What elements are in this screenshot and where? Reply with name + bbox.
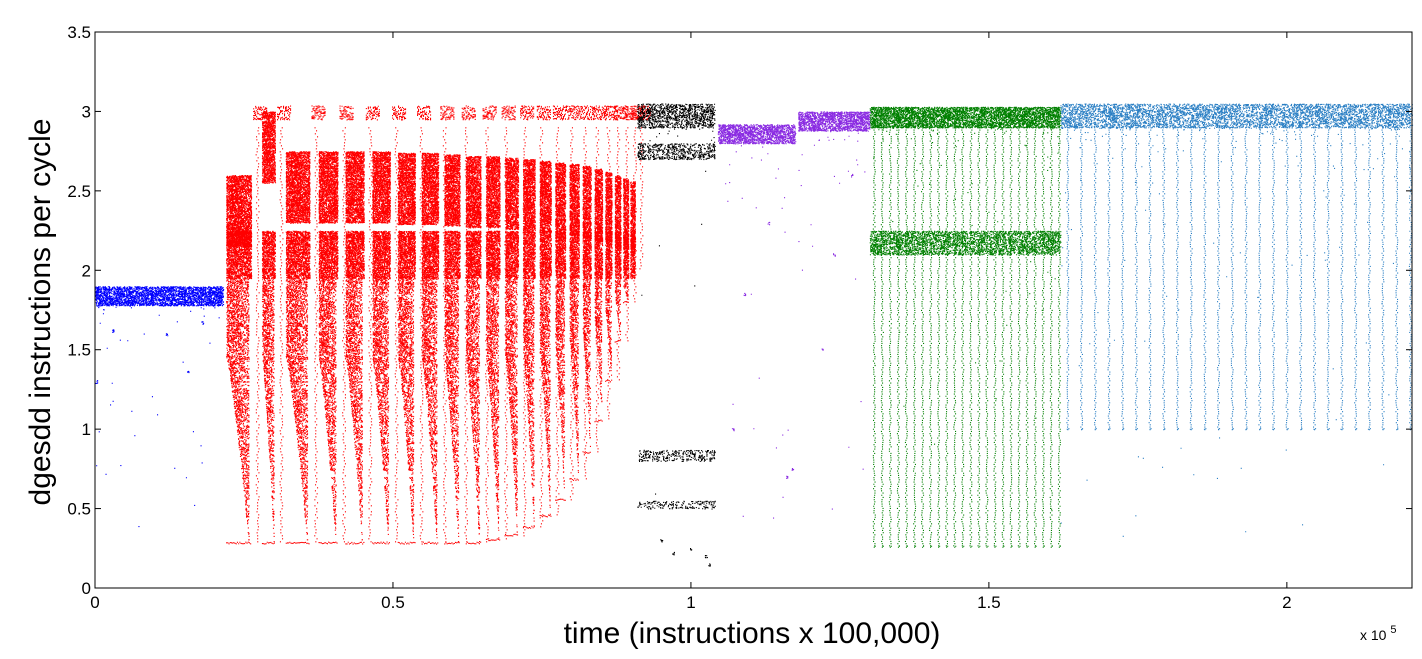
y-tick-label: 1.5 <box>67 341 91 360</box>
x-axis-label: time (instructions x 100,000) <box>564 617 941 650</box>
x-tick-label: 1 <box>686 593 695 612</box>
x-tick-label: 0 <box>90 593 99 612</box>
x-axis-multiplier-base: x 10 <box>1360 627 1387 643</box>
plot-area <box>95 103 1414 567</box>
y-axis-label: dgesdd instructions per cycle <box>24 119 57 506</box>
y-tick-label: 0 <box>82 579 91 598</box>
y-tick-labels: 0 0.5 1 1.5 2 2.5 3 3.5 <box>67 23 91 598</box>
axes <box>94 31 1413 589</box>
x-tick-label: 0.5 <box>381 593 405 612</box>
y-tick-label: 2 <box>82 261 91 280</box>
x-axis-multiplier-exponent: 5 <box>1390 624 1396 636</box>
y-tick-label: 1 <box>82 420 91 439</box>
data-series-2-points <box>226 105 651 545</box>
y-tick-label: 3.5 <box>67 23 91 42</box>
y-tick-label: 2.5 <box>67 182 91 201</box>
x-tick-label: 1.5 <box>977 593 1001 612</box>
axes-box <box>94 31 1413 589</box>
y-tick-label: 3 <box>82 102 91 121</box>
y-tick-label: 0.5 <box>67 500 91 519</box>
x-tick-label: 2 <box>1282 593 1291 612</box>
x-axis-multiplier: x 10 5 <box>1360 624 1396 643</box>
x-tick-labels: 0 0.5 1 1.5 2 <box>90 593 1291 612</box>
